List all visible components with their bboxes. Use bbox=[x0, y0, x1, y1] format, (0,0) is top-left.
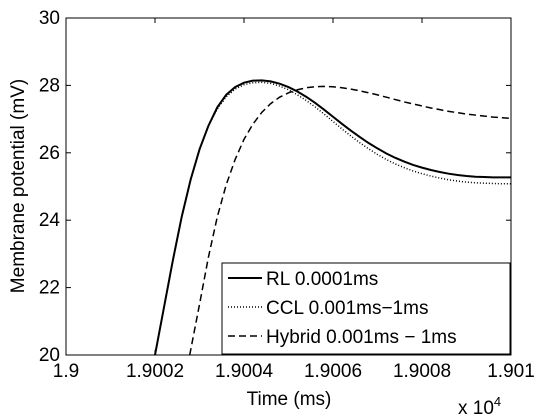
x-tick-label: 1.9004 bbox=[215, 361, 274, 382]
legend-items: RL 0.0001ms CCL 0.001ms−1ms Hybrid 0.001ms… bbox=[228, 269, 457, 348]
x-tick-label: 1.9 bbox=[53, 361, 79, 382]
y-axis-label: Membrane potential (mV) bbox=[8, 79, 29, 293]
series-layer bbox=[154, 79, 511, 355]
y-tick-label: 24 bbox=[39, 210, 61, 231]
x-axis-multiplier-base: x 10 bbox=[458, 398, 494, 418]
series-line-3 bbox=[188, 85, 511, 355]
legend: RL 0.0001ms CCL 0.001ms−1ms Hybrid 0.001ms… bbox=[221, 262, 511, 355]
legend-label-3: Hybrid 0.001ms − 1ms bbox=[266, 327, 457, 348]
legend-label-1: RL 0.0001ms bbox=[266, 269, 378, 290]
x-tick-label: 1.9008 bbox=[393, 361, 451, 382]
x-tick-label: 1.9006 bbox=[304, 361, 362, 382]
y-tick-label: 20 bbox=[39, 345, 60, 366]
x-tick-label: 1.901 bbox=[487, 361, 535, 382]
y-tick-label: 22 bbox=[39, 278, 60, 299]
legend-box bbox=[221, 262, 511, 355]
x-axis-multiplier-exponent: 4 bbox=[494, 394, 501, 409]
x-tick-label: 1.9002 bbox=[126, 361, 184, 382]
y-tick-label: 30 bbox=[39, 8, 60, 29]
ticks-layer: 1.9 1.9002 1.9004 1.9006 1.9008 1.901 20 22 24 26… bbox=[39, 8, 535, 382]
legend-label-2: CCL 0.001ms−1ms bbox=[266, 298, 428, 319]
x-axis-multiplier: x 104 bbox=[458, 394, 501, 418]
plot-frame bbox=[65, 17, 512, 356]
x-axis-label: Time (ms) bbox=[247, 389, 332, 410]
y-tick-label: 26 bbox=[39, 143, 60, 164]
y-tick-label: 28 bbox=[39, 75, 60, 96]
